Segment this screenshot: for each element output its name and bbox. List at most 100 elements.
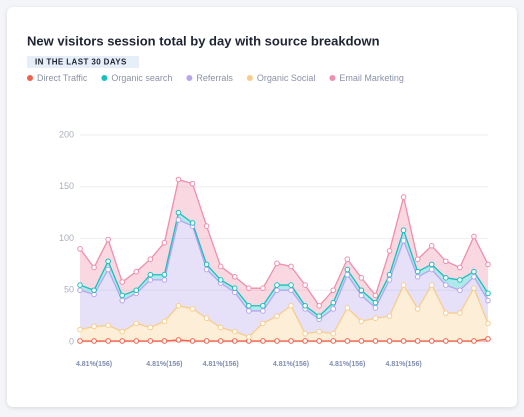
point	[330, 306, 337, 312]
point	[260, 320, 266, 327]
legend-dot	[329, 75, 336, 81]
point	[189, 338, 196, 344]
point	[428, 282, 435, 288]
point	[428, 266, 435, 273]
y-tick-label: 50	[64, 285, 74, 295]
point	[485, 297, 491, 304]
point	[105, 322, 111, 329]
point	[457, 264, 463, 271]
point	[330, 338, 337, 344]
subtitle: IN THE LAST 30 DAYS	[35, 58, 127, 67]
point	[147, 324, 154, 331]
point	[77, 246, 83, 252]
point	[330, 299, 337, 306]
point	[203, 315, 210, 321]
chart-title: New visitors session total by day with s…	[27, 33, 380, 48]
y-tick-label: 0	[69, 336, 74, 346]
area	[80, 179, 488, 317]
point	[358, 287, 365, 294]
legend-dot	[246, 75, 253, 81]
point	[414, 256, 421, 263]
point	[77, 282, 83, 288]
point	[231, 328, 238, 335]
legend-dot	[186, 75, 193, 81]
point	[400, 237, 407, 244]
point	[77, 326, 83, 333]
point	[400, 282, 407, 288]
point	[302, 302, 308, 309]
point	[344, 271, 351, 278]
point	[203, 266, 210, 273]
point	[288, 338, 294, 344]
point	[217, 263, 224, 270]
point	[386, 271, 393, 278]
legend-label: Organic search	[111, 73, 172, 83]
point	[203, 338, 210, 344]
point	[91, 323, 97, 330]
point	[231, 338, 238, 344]
point	[217, 277, 224, 283]
point	[485, 261, 491, 268]
point	[372, 305, 379, 311]
point	[105, 338, 111, 344]
point	[344, 266, 351, 273]
point	[189, 220, 196, 226]
legend-label: Referrals	[196, 73, 233, 83]
point	[175, 209, 182, 216]
legend-label: Organic Social	[257, 73, 316, 83]
point	[175, 217, 182, 223]
point	[274, 313, 280, 319]
y-tick-label: 100	[59, 233, 74, 243]
point	[414, 268, 421, 275]
area	[80, 285, 488, 341]
point	[471, 338, 477, 344]
point	[260, 338, 266, 344]
point	[330, 330, 337, 337]
point	[471, 273, 477, 280]
point	[344, 338, 351, 344]
point	[246, 285, 252, 291]
point	[316, 338, 322, 344]
point	[203, 223, 210, 229]
point	[288, 287, 294, 294]
point	[91, 287, 97, 294]
point	[246, 302, 252, 309]
point	[400, 227, 407, 234]
point	[175, 302, 182, 309]
point	[358, 292, 365, 299]
point	[161, 239, 168, 246]
point	[274, 338, 280, 344]
point	[372, 292, 379, 299]
point	[428, 261, 435, 268]
point	[133, 268, 140, 275]
point	[344, 305, 351, 311]
point	[260, 285, 266, 291]
point	[302, 282, 308, 288]
point	[217, 324, 224, 331]
subtitle-badge	[27, 56, 139, 68]
point	[471, 268, 477, 275]
legend-label: Direct Traffic	[37, 73, 88, 83]
point	[133, 320, 140, 327]
point	[316, 313, 322, 319]
point	[246, 334, 252, 340]
x-tick-label: 4.81%(156)	[385, 361, 421, 368]
point	[246, 308, 252, 314]
point	[231, 273, 238, 280]
point	[302, 338, 308, 344]
point	[316, 302, 322, 309]
point	[457, 338, 463, 344]
point	[105, 258, 111, 265]
area	[80, 219, 488, 337]
line	[79, 178, 489, 307]
point	[358, 275, 365, 281]
point	[414, 306, 421, 312]
point	[189, 306, 196, 312]
point	[386, 277, 393, 283]
point	[161, 318, 168, 325]
point	[485, 290, 491, 297]
point	[133, 287, 140, 294]
y-tick-label: 200	[59, 129, 74, 139]
point	[358, 338, 365, 344]
